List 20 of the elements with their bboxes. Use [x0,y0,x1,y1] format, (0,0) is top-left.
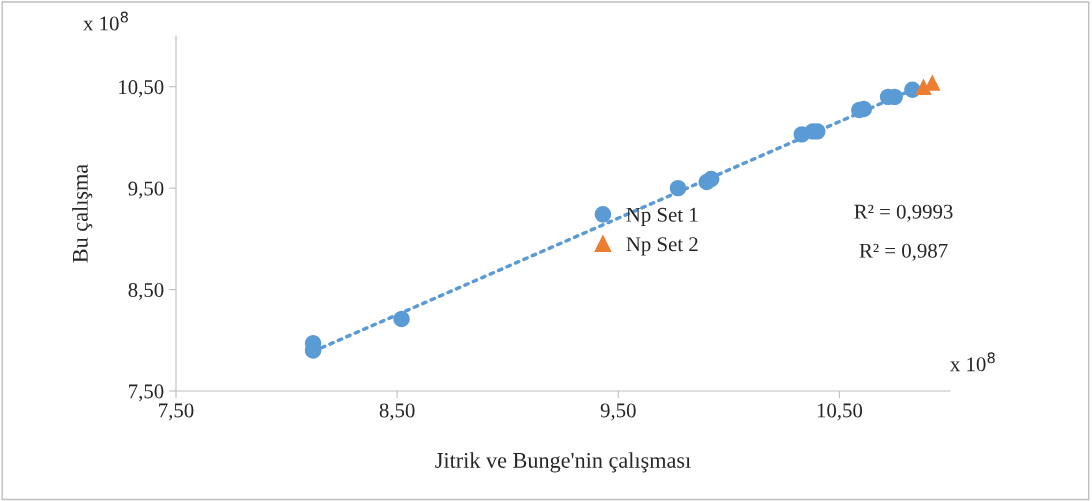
annotation: R² = 0,987 [859,243,948,261]
point [393,310,410,328]
x-tick-label: 9,50 [600,403,636,421]
point [669,179,687,197]
y-tick-label: 10,50 [119,80,164,98]
legend-label: Np Set 1 [626,207,698,227]
text: x 10$^{8}$ [950,352,995,372]
text: x 10$^{8}$ [83,11,128,31]
annotation: R² = 0,9993 [854,204,953,222]
y-tick-label: 9,50 [128,181,164,199]
y-tick-label: 7,50 [129,384,164,402]
y-axis-title: Bu çalışma [72,164,93,263]
x-axis-title: Jitrik ve Bunge'nin çalışması [435,452,691,473]
y-tick-label: 8,50 [128,282,164,300]
point [702,170,720,188]
x-tick-label: 7,50 [159,403,194,421]
x-tick-label: 8,50 [379,403,415,421]
x-tick-label: 10,50 [817,403,863,421]
point [924,74,941,91]
legend-label: Np Set 2 [626,237,698,256]
